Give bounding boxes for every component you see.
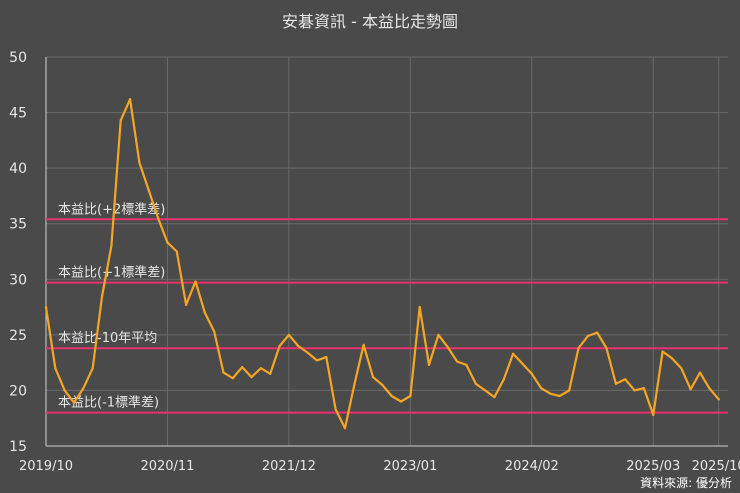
band-label: 本益比(+1標準差) xyxy=(58,265,165,281)
data-point xyxy=(371,375,375,379)
x-tick-label: 2021/12 xyxy=(262,459,316,474)
data-point xyxy=(119,119,122,122)
data-point xyxy=(334,408,337,411)
y-tick-label: 35 xyxy=(9,217,27,233)
data-point xyxy=(568,389,571,392)
data-point xyxy=(269,372,272,375)
data-point xyxy=(596,331,599,334)
data-point xyxy=(465,363,468,366)
data-point xyxy=(708,387,711,390)
data-point xyxy=(427,363,431,366)
data-point xyxy=(530,372,533,375)
data-point xyxy=(521,362,524,365)
data-point xyxy=(614,382,617,385)
data-point xyxy=(110,244,113,248)
data-point xyxy=(474,382,477,385)
data-point xyxy=(689,388,692,391)
y-tick-label: 50 xyxy=(9,50,27,66)
data-point xyxy=(185,303,188,306)
data-point xyxy=(670,357,674,360)
y-tick-label: 45 xyxy=(9,106,27,122)
data-point xyxy=(157,217,160,220)
data-point xyxy=(175,250,178,253)
data-point xyxy=(259,367,262,370)
data-point xyxy=(241,365,244,369)
data-point xyxy=(483,389,487,392)
data-point xyxy=(512,352,515,355)
data-point xyxy=(44,305,48,309)
data-point xyxy=(194,280,197,283)
data-point xyxy=(231,377,234,380)
data-point xyxy=(642,387,646,390)
band-label: 本益比(+2標準差) xyxy=(58,201,165,217)
band-label: 本益比-10年平均 xyxy=(58,331,157,346)
y-tick-label: 40 xyxy=(9,161,27,177)
data-point xyxy=(680,367,683,370)
data-point xyxy=(353,383,356,386)
data-point xyxy=(213,330,216,333)
source-label: 資料來源: 優分析 xyxy=(640,476,732,490)
data-point xyxy=(362,343,365,346)
data-point xyxy=(652,413,655,416)
x-tick-label: 2025/10 xyxy=(692,459,740,474)
data-point xyxy=(250,375,253,379)
data-point xyxy=(54,367,57,370)
y-tick-label: 15 xyxy=(9,439,27,455)
data-point xyxy=(418,305,421,309)
data-point xyxy=(577,347,580,350)
data-point xyxy=(147,189,150,192)
data-point xyxy=(287,333,291,336)
y-tick-label: 20 xyxy=(9,383,27,399)
data-point xyxy=(437,333,440,336)
data-point xyxy=(278,344,281,348)
data-point xyxy=(605,347,608,350)
x-tick-label: 2025/03 xyxy=(626,459,680,474)
data-point xyxy=(222,371,225,374)
x-tick-label: 2024/02 xyxy=(505,459,559,474)
y-tick-label: 25 xyxy=(9,328,27,344)
data-point xyxy=(82,387,85,390)
data-point xyxy=(166,241,169,244)
data-point xyxy=(661,350,664,353)
data-point xyxy=(446,345,449,349)
x-tick-label: 2019/10 xyxy=(19,459,73,474)
data-point xyxy=(72,401,76,404)
data-point xyxy=(558,394,561,398)
data-point xyxy=(203,311,206,314)
data-point xyxy=(698,371,702,374)
chart-title: 安碁資訊 - 本益比走勢圖 xyxy=(282,12,458,31)
data-point xyxy=(390,394,393,398)
data-point xyxy=(128,98,132,101)
data-point xyxy=(315,359,319,362)
data-point xyxy=(399,400,403,403)
data-point xyxy=(297,344,300,348)
data-point xyxy=(633,389,636,392)
data-point xyxy=(91,367,94,370)
band-label: 本益比(-1標準差) xyxy=(58,395,159,411)
data-point xyxy=(325,355,328,359)
x-tick-label: 2023/01 xyxy=(383,459,437,474)
data-point xyxy=(717,398,720,401)
data-point xyxy=(502,378,505,381)
x-tick-label: 2020/11 xyxy=(140,459,194,474)
data-point xyxy=(540,387,543,390)
data-point xyxy=(100,294,104,298)
data-point xyxy=(63,389,66,392)
data-point xyxy=(381,383,384,386)
data-point xyxy=(343,427,347,430)
data-point xyxy=(549,392,552,395)
data-point xyxy=(586,334,589,338)
data-point xyxy=(138,161,141,164)
y-tick-label: 30 xyxy=(9,272,27,288)
data-point xyxy=(493,395,496,399)
data-point xyxy=(306,351,309,354)
data-point xyxy=(409,394,412,398)
data-point xyxy=(624,378,627,381)
data-point xyxy=(455,360,459,363)
series-line xyxy=(44,98,720,430)
